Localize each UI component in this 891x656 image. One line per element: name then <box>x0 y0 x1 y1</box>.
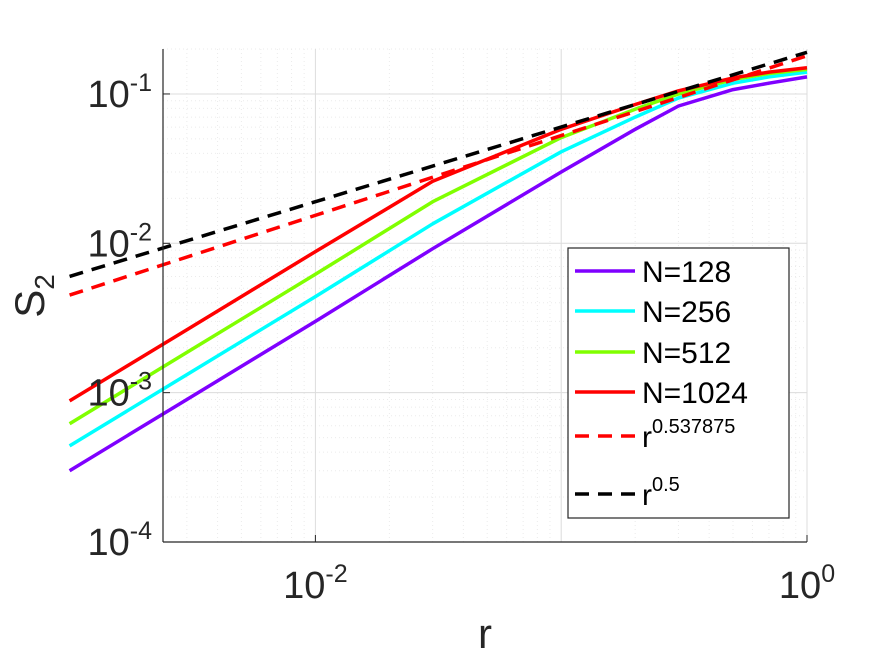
x-axis-label: r <box>478 610 492 656</box>
y-tick-base: 10 <box>87 223 129 265</box>
y-tick-base: 10 <box>87 373 129 415</box>
y-tick-base: 10 <box>87 522 129 564</box>
legend-label-2: N=256 <box>642 296 731 329</box>
x-tick-label-2: 100 <box>779 560 835 607</box>
y-axis-label: S2 <box>6 274 60 318</box>
legend-label-exponent: 0.5 <box>652 474 680 496</box>
x-tick-base: 10 <box>779 565 821 607</box>
series-line-6 <box>69 50 808 279</box>
x-tick-base: 10 <box>283 565 325 607</box>
y-tick-label-2: 10-3 <box>87 368 152 415</box>
x-tick-exponent: 0 <box>821 560 835 588</box>
x-tick-labels: 10-2 100 <box>283 560 835 607</box>
legend-label-5: r0.537875 <box>642 416 735 454</box>
series-layer <box>68 50 808 473</box>
legend-label-4: N=1024 <box>642 377 748 410</box>
legend-label-main: r <box>642 479 652 512</box>
series-line-5 <box>69 54 808 297</box>
legend-label-1: N=128 <box>642 256 731 289</box>
legend-box <box>567 247 790 519</box>
y-tick-labels: 10-410-310-210-1 <box>87 69 152 564</box>
y-axis-label-subscript: 2 <box>29 274 60 290</box>
y-tick-base: 10 <box>87 74 129 116</box>
y-tick-exponent: -4 <box>130 517 152 545</box>
legend-label-main: N=128 <box>642 256 731 289</box>
legend-label-main: N=1024 <box>642 377 748 410</box>
y-tick-exponent: -2 <box>130 218 152 246</box>
legend-label-main: r <box>642 421 652 454</box>
series-line-2 <box>68 70 808 448</box>
y-tick-label-4: 10-1 <box>87 69 152 116</box>
legend-label-exponent: 0.537875 <box>652 416 735 438</box>
y-tick-exponent: -1 <box>130 69 152 97</box>
y-axis-label-main: S <box>6 290 53 318</box>
axes <box>162 49 808 543</box>
y-tick-label-3: 10-2 <box>87 218 152 265</box>
series-line-1 <box>68 75 808 473</box>
x-tick-label-1: 10-2 <box>283 560 348 607</box>
legend-label-main: N=512 <box>642 337 731 370</box>
legend-label-6: r0.5 <box>642 474 680 512</box>
y-tick-label-1: 10-4 <box>87 517 152 564</box>
x-tick-exponent: -2 <box>325 560 347 588</box>
legend-label-main: N=256 <box>642 296 731 329</box>
legend-label-3: N=512 <box>642 337 731 370</box>
y-tick-exponent: -3 <box>130 368 152 396</box>
